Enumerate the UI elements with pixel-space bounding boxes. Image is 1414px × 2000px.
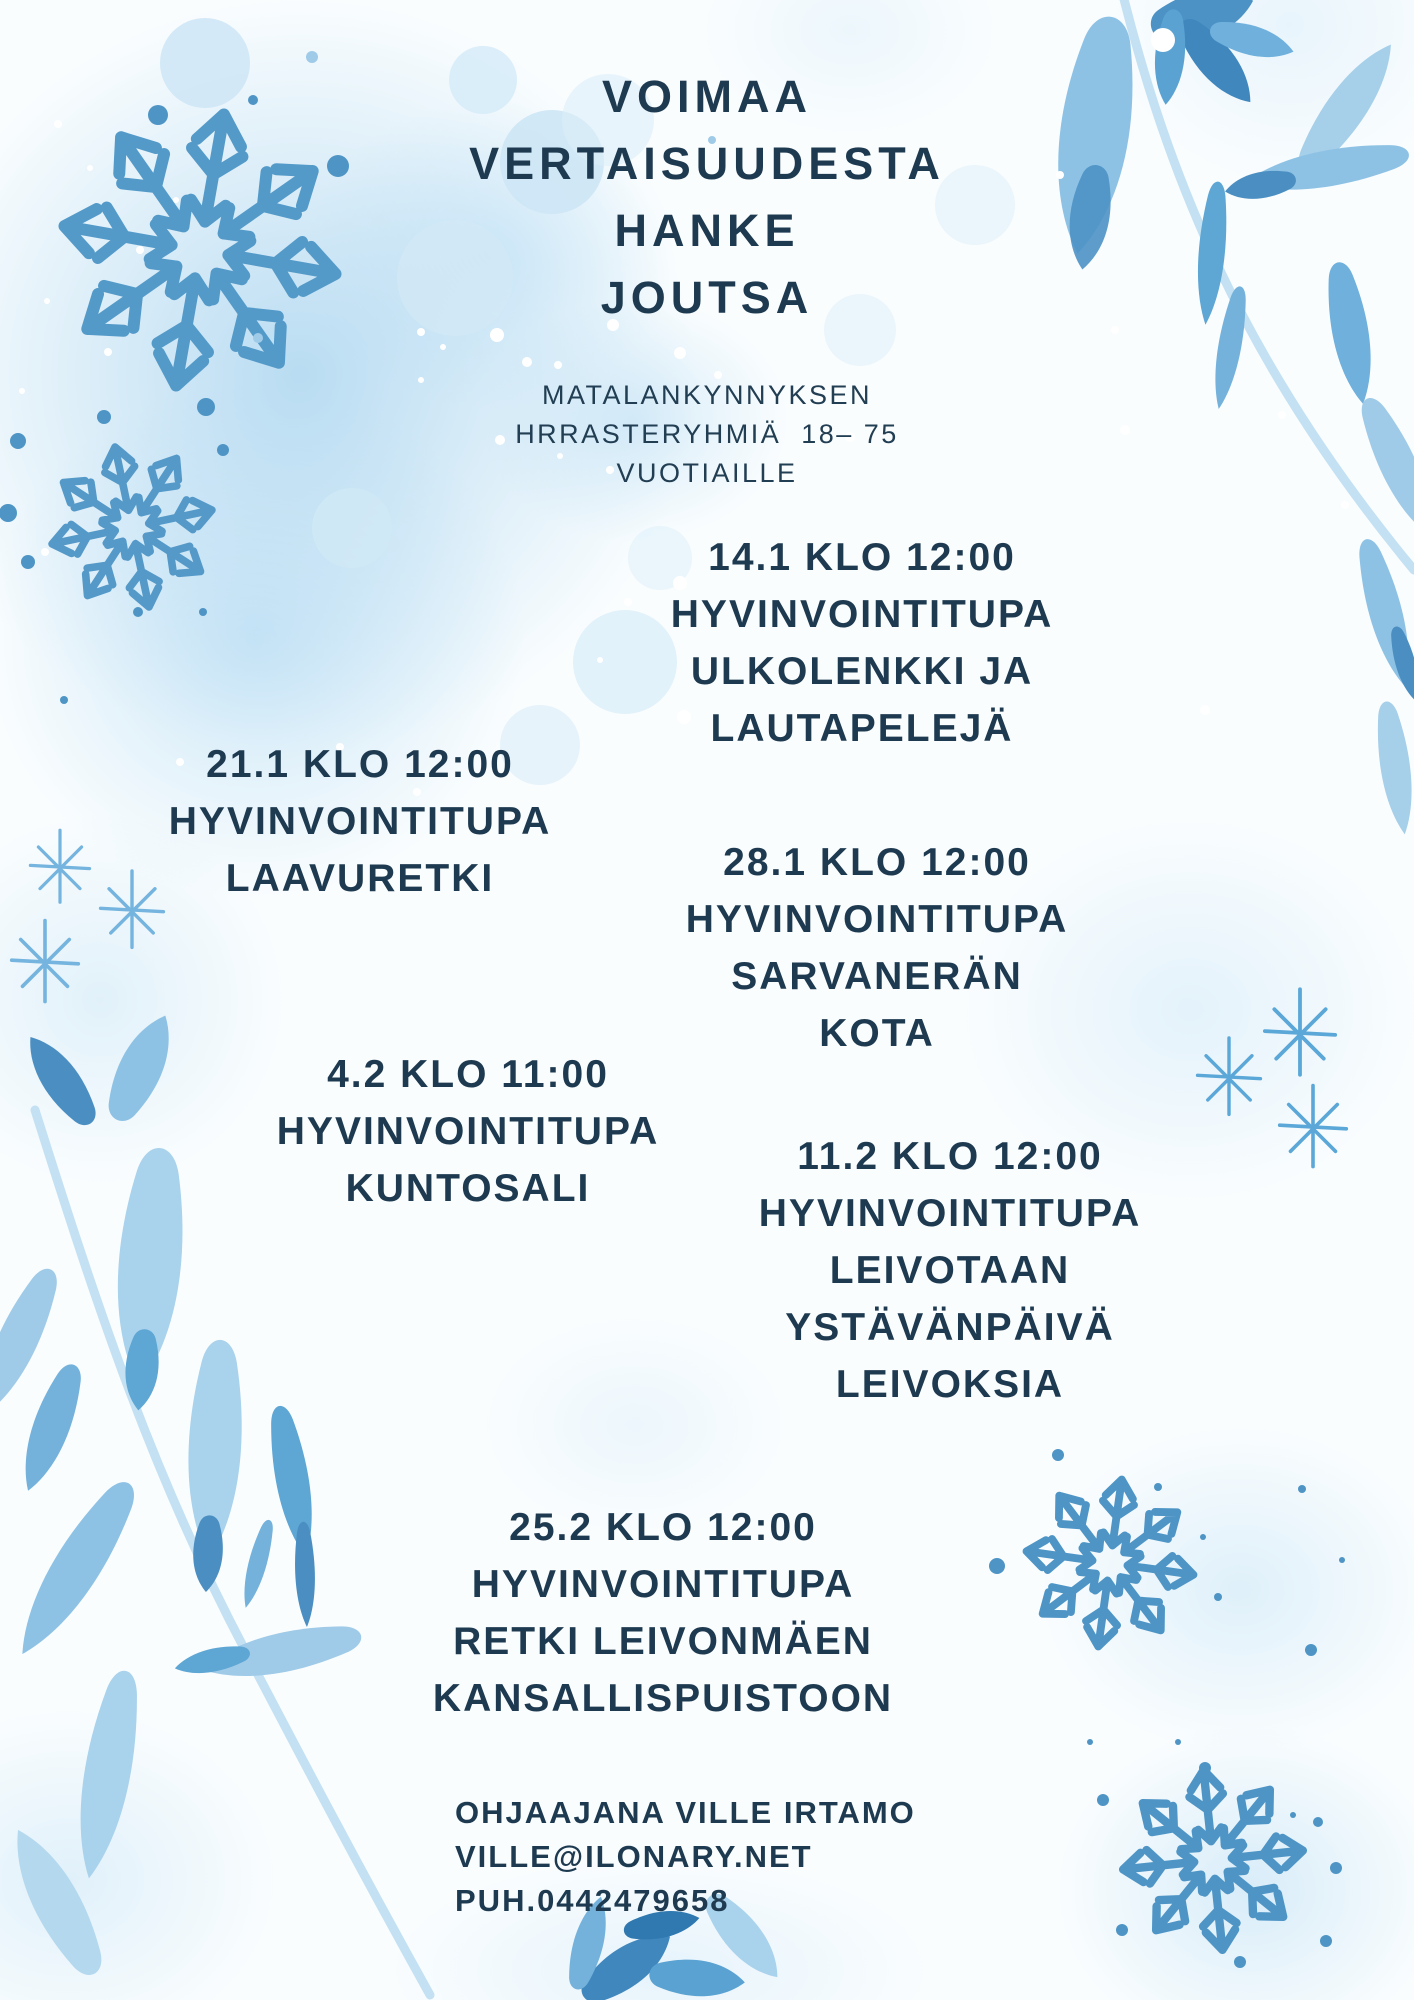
snowflake-mid-left (35, 430, 229, 624)
blue-dots (0, 95, 1345, 1968)
event-date-time: 11.2 KLO 12:00 (797, 1135, 1103, 1178)
event-21-1: 21.1 KLO 12:00 HYVINVOINTITUPA LAAVURETK… (169, 736, 551, 907)
event-4-2: 4.2 KLO 11:00 HYVINVOINTITUPA KUNTOSALI (277, 1046, 659, 1217)
event-line: HYVINVOINTITUPA (276, 1110, 660, 1153)
event-line: ULKOLENKKI JA (690, 650, 1034, 693)
subtitle-line: MATALANKYNNYKSEN (541, 380, 873, 410)
event-line: LAUTAPELEJÄ (710, 707, 1014, 750)
snowflake-top-left (41, 91, 360, 410)
white-dots (19, 28, 1349, 796)
poster-title: VOIMAA VERTAISUUDESTA HANKE JOUTSA (469, 63, 945, 331)
event-line: KUNTOSALI (345, 1167, 591, 1210)
event-line: RETKI LEIVONMÄEN (453, 1620, 873, 1663)
event-line: HYVINVOINTITUPA (471, 1563, 855, 1606)
event-line: LEIVOKSIA (835, 1363, 1065, 1406)
event-line: HYVINVOINTITUPA (685, 898, 1069, 941)
branch-top-right (1043, 0, 1414, 837)
event-line: SARVANERÄN (731, 955, 1023, 998)
event-11-2: 11.2 KLO 12:00 HYVINVOINTITUPA LEIVOTAAN… (759, 1128, 1141, 1413)
event-line: KOTA (819, 1012, 935, 1055)
event-date-time: 14.1 KLO 12:00 (708, 536, 1016, 579)
watercolor-blobs (160, 18, 1015, 785)
snowflake-bottom-right (1114, 1761, 1312, 1959)
branch-bottom-left (0, 1006, 435, 2000)
sparkle-stars-right (1195, 987, 1349, 1169)
event-line: LEIVOTAAN (829, 1249, 1071, 1292)
contact-organizer: OHJAAJANA VILLE IRTAMO (455, 1795, 916, 1830)
event-line: HYVINVOINTITUPA (758, 1192, 1142, 1235)
title-line: VERTAISUUDESTA (469, 138, 945, 189)
subtitle-line: HRRASTERYHMIÄ 18– 75 (515, 419, 899, 449)
subtitle-line: VUOTIAILLE (616, 458, 798, 488)
poster-subtitle: MATALANKYNNYKSEN HRRASTERYHMIÄ 18– 75 VU… (515, 376, 899, 493)
sparkle-stars-left (9, 828, 166, 1004)
event-28-1: 28.1 KLO 12:00 HYVINVOINTITUPA SARVANERÄ… (686, 834, 1068, 1062)
event-date-time: 21.1 KLO 12:00 (206, 743, 514, 786)
light-blue-dots (253, 51, 716, 343)
event-line: KANSALLISPUISTOON (432, 1677, 894, 1720)
contact-phone: PUH.0442479658 (455, 1883, 730, 1918)
contact-email: VILLE@ILONARY.NET (455, 1839, 813, 1874)
contact-info: OHJAAJANA VILLE IRTAMO VILLE@ILONARY.NET… (455, 1791, 916, 1923)
event-date-time: 25.2 KLO 12:00 (509, 1506, 817, 1549)
snowflake-mid-right (1015, 1468, 1205, 1658)
event-25-2: 25.2 KLO 12:00 HYVINVOINTITUPA RETKI LEI… (433, 1499, 893, 1727)
title-line: VOIMAA (601, 71, 812, 122)
event-date-time: 28.1 KLO 12:00 (723, 841, 1031, 884)
event-line: LAAVURETKI (225, 857, 495, 900)
title-line: JOUTSA (600, 272, 814, 323)
event-line: YSTÄVÄNPÄIVÄ (785, 1306, 1115, 1349)
event-line: HYVINVOINTITUPA (168, 800, 552, 843)
event-date-time: 4.2 KLO 11:00 (327, 1053, 609, 1096)
title-line: HANKE (614, 205, 800, 256)
event-14-1: 14.1 KLO 12:00 HYVINVOINTITUPA ULKOLENKK… (671, 529, 1053, 757)
event-line: HYVINVOINTITUPA (670, 593, 1054, 636)
